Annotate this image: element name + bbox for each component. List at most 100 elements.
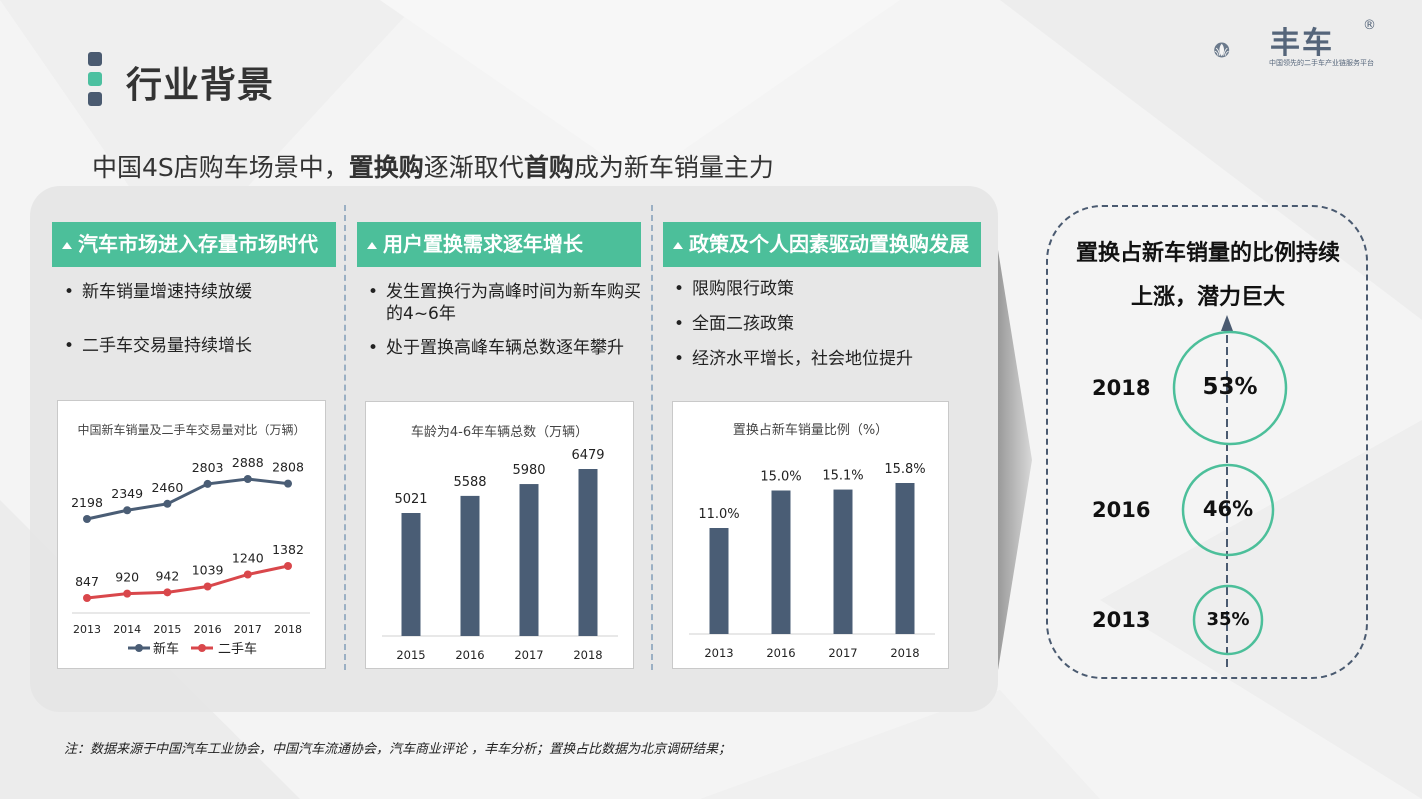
x-tick-label: 2016 bbox=[455, 648, 484, 662]
headline: 中国4S店购车场景中，置换购逐渐取代首购成为新车销量主力 bbox=[92, 148, 774, 184]
section-heading-policy: 政策及个人因素驱动置换购发展 bbox=[663, 222, 981, 267]
legend-marker bbox=[135, 644, 143, 652]
bar bbox=[771, 490, 791, 634]
list-item: 限购限行政策 bbox=[668, 278, 968, 300]
x-tick-label: 2015 bbox=[153, 623, 181, 636]
chart-title: 车龄为4-6年车辆总数（万辆） bbox=[410, 425, 589, 440]
arrow-up-icon bbox=[1221, 315, 1233, 331]
ratio-value: 53% bbox=[1202, 374, 1258, 400]
x-tick-label: 2018 bbox=[573, 648, 602, 662]
data-label: 11.0% bbox=[698, 507, 739, 522]
year-label: 2013 bbox=[1092, 608, 1151, 632]
x-tick-label: 2017 bbox=[234, 623, 262, 636]
ratio-value: 46% bbox=[1202, 497, 1254, 521]
section-heading-replacement: 用户置换需求逐年增长 bbox=[357, 222, 641, 267]
column-divider bbox=[651, 205, 653, 670]
year-label: 2016 bbox=[1092, 498, 1151, 522]
data-label: 5588 bbox=[453, 475, 486, 490]
bar bbox=[578, 469, 598, 636]
legend-label: 二手车 bbox=[218, 641, 257, 657]
line-chart-svg: 2013 2014 2015 2016 2017 2018 2198 2349 2460 2803… bbox=[71, 455, 310, 657]
bullet-list-policy: 限购限行政策 全面二孩政策 经济水平增长，社会地位提升 bbox=[668, 278, 968, 370]
data-label: 2888 bbox=[232, 455, 264, 470]
chart-title: 中国新车销量及二手车交易量对比（万辆） bbox=[77, 423, 306, 437]
list-item: 二手车交易量持续增长 bbox=[58, 335, 338, 357]
headline-bold-1: 置换购 bbox=[348, 153, 424, 182]
conclusion-title-line-1: 置换占新车销量的比例持续 bbox=[1075, 241, 1340, 266]
trend-diagram bbox=[1172, 315, 1288, 667]
bullet-list-market: 新车销量增速持续放缓 二手车交易量持续增长 bbox=[58, 281, 338, 357]
data-label: 6479 bbox=[571, 448, 604, 463]
x-tick-label: 2017 bbox=[514, 648, 543, 662]
registered-mark: ® bbox=[1363, 18, 1376, 33]
data-point bbox=[203, 479, 212, 488]
data-point bbox=[284, 562, 292, 570]
bullet-list-replacement: 发生置换行为高峰时间为新车购买的4~6年 处于置换高峰车辆总数逐年攀升 bbox=[362, 281, 644, 359]
ratio-value: 35% bbox=[1206, 609, 1250, 630]
source-note: 注：数据来源于中国汽车工业协会，中国汽车流通协会，汽车商业评论 ，丰车分析；置换… bbox=[64, 742, 732, 757]
conclusion-title: 置换占新车销量的比例持续 上涨，潜力巨大 bbox=[1050, 232, 1366, 320]
bar bbox=[401, 513, 421, 636]
data-label: 5980 bbox=[512, 463, 545, 478]
list-item: 发生置换行为高峰时间为新车购买的4~6年 bbox=[362, 281, 644, 325]
data-label: 1240 bbox=[232, 550, 264, 565]
year-label: 2018 bbox=[1092, 376, 1151, 400]
data-point bbox=[203, 582, 212, 591]
ratio-circle-2018 bbox=[1172, 330, 1288, 446]
series-line-used-car bbox=[86, 564, 289, 600]
bar bbox=[895, 483, 915, 634]
conclusion-panel bbox=[1046, 205, 1368, 679]
data-point bbox=[83, 594, 91, 602]
chart-title: 置换占新车销量比例（%） bbox=[732, 423, 889, 438]
headline-text-2: 逐渐取代 bbox=[423, 153, 524, 182]
x-tick-label: 2013 bbox=[73, 623, 101, 636]
data-label: 942 bbox=[155, 568, 179, 583]
data-point bbox=[163, 499, 172, 508]
data-point bbox=[83, 515, 91, 523]
data-point bbox=[123, 506, 132, 515]
conclusion-title-line-2: 上涨，潜力巨大 bbox=[1130, 285, 1285, 310]
data-label: 2198 bbox=[71, 495, 103, 510]
list-item: 全面二孩政策 bbox=[668, 313, 968, 335]
data-label: 5021 bbox=[394, 492, 427, 507]
data-label: 15.0% bbox=[760, 470, 801, 485]
brand-logo-icon bbox=[1214, 42, 1230, 58]
data-label: 2349 bbox=[111, 486, 143, 501]
ratio-circle-2013 bbox=[1192, 584, 1264, 656]
bar bbox=[519, 484, 539, 636]
x-tick-label: 2017 bbox=[828, 646, 857, 660]
data-label: 1382 bbox=[272, 542, 304, 557]
data-label: 2460 bbox=[151, 480, 183, 495]
list-item: 处于置换高峰车辆总数逐年攀升 bbox=[362, 337, 644, 359]
data-point bbox=[163, 588, 172, 597]
data-label: 2803 bbox=[192, 460, 224, 475]
data-label: 847 bbox=[75, 574, 99, 589]
data-label: 15.1% bbox=[822, 469, 863, 484]
bar-chart-svg: 11.0% 2013 15.0% 2016 15.1% 2017 15.8% 2018 bbox=[689, 462, 935, 660]
headline-text-1: 中国4S店购车场景中， bbox=[92, 153, 349, 182]
data-point bbox=[243, 475, 252, 483]
data-label: 2808 bbox=[272, 460, 304, 475]
data-label: 920 bbox=[115, 570, 139, 585]
brand-tagline: 中国领先的二手车产业链服务平台 bbox=[1269, 59, 1374, 67]
bar bbox=[833, 489, 853, 634]
series-line-new-car bbox=[86, 477, 289, 521]
brand-logo-text: 丰车 bbox=[1270, 26, 1334, 61]
headline-text-3: 成为新车销量主力 bbox=[573, 153, 774, 182]
data-label: 1039 bbox=[192, 563, 224, 578]
x-tick-label: 2015 bbox=[396, 648, 425, 662]
data-point bbox=[284, 479, 292, 488]
data-label: 15.8% bbox=[884, 462, 925, 477]
x-tick-label: 2014 bbox=[113, 623, 141, 636]
column-divider bbox=[344, 205, 346, 670]
chart-replacement-ratio: 置换占新车销量比例（%） 11.0% 2013 15.0% 2016 15.1% 2017… bbox=[672, 401, 949, 669]
bar-chart-svg: 5021 2015 5588 2016 5980 2017 6479 2018 bbox=[382, 448, 618, 662]
list-item: 经济水平增长，社会地位提升 bbox=[668, 348, 968, 370]
x-tick-label: 2018 bbox=[890, 646, 919, 660]
list-item: 新车销量增速持续放缓 bbox=[58, 281, 338, 303]
data-point bbox=[243, 570, 252, 579]
page-title: 行业背景 bbox=[126, 65, 275, 106]
legend-marker bbox=[198, 644, 206, 652]
bar bbox=[709, 528, 729, 634]
legend-label: 新车 bbox=[153, 641, 179, 657]
